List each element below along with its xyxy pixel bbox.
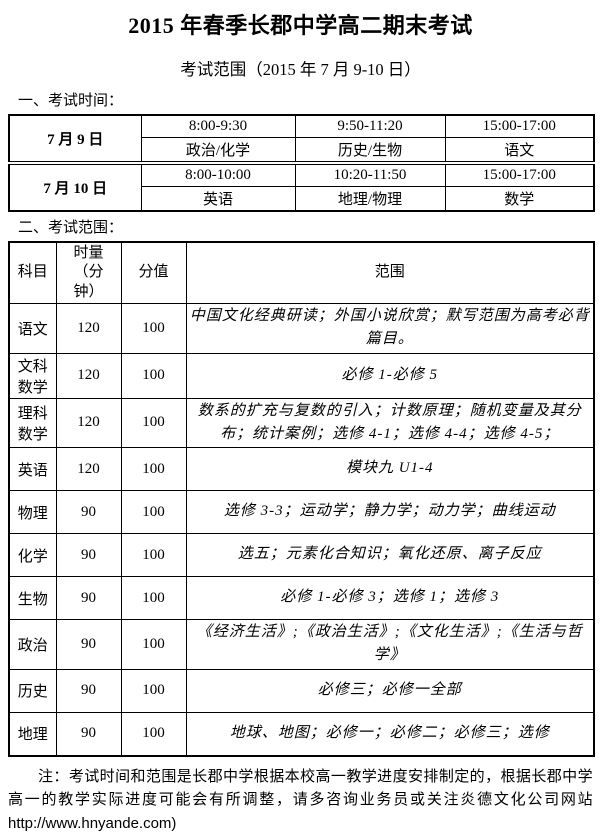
- schedule-date-cell: 7 月 10 日: [8, 160, 142, 212]
- score-cell: 100: [120, 397, 187, 449]
- subject-cell: 化学: [8, 533, 57, 578]
- table-row: 7 月 10 日 8:00-10:00 10:20-11:50 15:00-17…: [8, 160, 595, 212]
- duration-cell: 120: [55, 447, 122, 492]
- schedule-subject-cell: 语文: [444, 136, 595, 164]
- range-cell: 地球、地图；必修一；必修二；必修三；选修: [185, 711, 595, 757]
- range-cell: 必修 1-必修 5: [185, 352, 595, 399]
- page-title: 2015 年春季长郡中学高二期末考试: [128, 13, 473, 38]
- subject-cell: 历史: [8, 668, 57, 713]
- duration-cell: 120: [55, 397, 122, 449]
- score-cell: 100: [120, 352, 187, 399]
- duration-cell: 90: [55, 619, 122, 670]
- duration-cell: 120: [55, 303, 122, 354]
- subject-cell: 物理: [8, 490, 57, 535]
- score-cell: 100: [120, 490, 187, 535]
- schedule-time-cell: 9:50-11:20: [294, 114, 446, 138]
- score-cell: 100: [120, 447, 187, 492]
- range-cell: 必修三；必修一全部: [185, 668, 595, 713]
- score-cell: 100: [120, 711, 187, 757]
- table-row: 文科数学 120 100 必修 1-必修 5: [8, 352, 595, 399]
- table-row: 化学 90 100 选五；元素化合知识；氧化还原、离子反应: [8, 533, 595, 578]
- schedule-time-cell: 15:00-17:00: [444, 160, 595, 187]
- table-row: 地理 90 100 地球、地图；必修一；必修二；必修三；选修: [8, 711, 595, 757]
- range-cell: 《经济生活》;《政治生活》;《文化生活》;《生活与哲学》: [185, 619, 595, 670]
- duration-cell: 120: [55, 352, 122, 399]
- score-cell: 100: [120, 303, 187, 354]
- duration-cell: 90: [55, 711, 122, 757]
- page-subtitle: 考试范围（2015 年 7 月 9-10 日）: [180, 59, 421, 79]
- range-cell: 必修 1-必修 3；选修 1；选修 3: [185, 576, 595, 621]
- subject-cell: 生物: [8, 576, 57, 621]
- range-cell: 模块九 U1-4: [185, 447, 595, 492]
- schedule-time-cell: 8:00-10:00: [140, 160, 296, 187]
- table-row: 生物 90 100 必修 1-必修 3；选修 1；选修 3: [8, 576, 595, 621]
- subject-cell: 理科数学: [8, 397, 57, 449]
- duration-cell: 90: [55, 668, 122, 713]
- schedule-time-cell: 8:00-9:30: [140, 114, 296, 138]
- table-row: 政治/化学 历史/生物 语文: [9, 136, 595, 164]
- section-exam-time-heading: 一、考试时间：: [18, 92, 124, 109]
- range-cell: 数系的扩充与复数的引入；计数原理；随机变量及其分布；统计案例；选修 4-1；选修…: [185, 397, 595, 449]
- exam-scope-table: 科目 时量 （分 钟） 分值 范围 语文 120 100 中国文化经典研读；外国…: [8, 240, 595, 757]
- schedule-date-cell: 7 月 9 日: [8, 114, 142, 164]
- subject-cell: 语文: [8, 303, 57, 354]
- duration-cell: 90: [55, 533, 122, 578]
- footer-note-text: 注：考试时间和范围是长郡中学根据本校高一教学进度安排制定的，根据长郡中学高一的教…: [8, 768, 593, 808]
- scope-header-score: 分值: [120, 241, 187, 305]
- score-cell: 100: [120, 619, 187, 670]
- table-row: 7 月 9 日 8:00-9:30 9:50-11:20 15:00-17:00: [8, 114, 595, 164]
- range-cell: 选修 3-3；运动学；静力学；动力学；曲线运动: [185, 490, 595, 535]
- scope-header-duration: 时量 （分 钟）: [55, 241, 122, 305]
- table-row: 英语 120 100 模块九 U1-4: [8, 447, 595, 492]
- scope-header-subject: 科目: [8, 241, 57, 305]
- schedule-time-cell: 10:20-11:50: [294, 160, 446, 187]
- schedule-subject-cell: 数学: [444, 185, 595, 212]
- schedule-subject-cell: 英语: [140, 185, 296, 212]
- table-row: 历史 90 100 必修三；必修一全部: [8, 668, 595, 713]
- subject-cell: 文科数学: [8, 352, 57, 399]
- table-row: 物理 90 100 选修 3-3；运动学；静力学；动力学；曲线运动: [8, 490, 595, 535]
- schedule-subject-cell: 地理/物理: [294, 185, 446, 212]
- subject-cell: 政治: [8, 619, 57, 670]
- table-header-row: 科目 时量 （分 钟） 分值 范围: [8, 241, 595, 305]
- table-row: 政治 90 100 《经济生活》;《政治生活》;《文化生活》;《生活与哲学》: [8, 619, 595, 670]
- table-row: 理科数学 120 100 数系的扩充与复数的引入；计数原理；随机变量及其分布；统…: [8, 397, 595, 449]
- scope-header-range: 范围: [185, 241, 595, 305]
- schedule-time-cell: 15:00-17:00: [444, 114, 595, 138]
- range-cell: 选五；元素化合知识；氧化还原、离子反应: [185, 533, 595, 578]
- subject-cell: 英语: [8, 447, 57, 492]
- score-cell: 100: [120, 668, 187, 713]
- table-row: 语文 120 100 中国文化经典研读；外国小说欣赏；默写范围为高考必背篇目。: [8, 303, 595, 354]
- schedule-subject-cell: 政治/化学: [140, 136, 296, 164]
- range-cell: 中国文化经典研读；外国小说欣赏；默写范围为高考必背篇目。: [185, 303, 595, 354]
- subject-cell: 地理: [8, 711, 57, 757]
- schedule-subject-cell: 历史/生物: [294, 136, 446, 164]
- section-exam-scope-heading: 二、考试范围：: [18, 219, 124, 236]
- footer-note: 注：考试时间和范围是长郡中学根据本校高一教学进度安排制定的，根据长郡中学高一的教…: [8, 766, 593, 836]
- score-cell: 100: [120, 576, 187, 621]
- duration-cell: 90: [55, 490, 122, 535]
- score-cell: 100: [120, 533, 187, 578]
- exam-schedule-table: 7 月 9 日 8:00-9:30 9:50-11:20 15:00-17:00…: [8, 113, 595, 212]
- duration-cell: 90: [55, 576, 122, 621]
- table-row: 英语 地理/物理 数学: [9, 185, 595, 212]
- footer-url: http://www.hnyande.com): [8, 815, 177, 833]
